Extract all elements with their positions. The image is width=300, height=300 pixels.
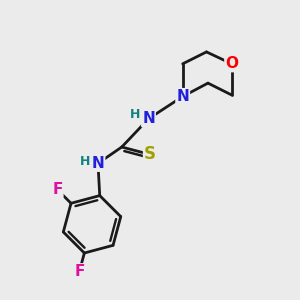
Text: N: N — [92, 156, 104, 171]
Text: N: N — [142, 111, 155, 126]
Text: H: H — [130, 108, 140, 121]
Text: S: S — [144, 146, 156, 164]
Text: F: F — [74, 264, 85, 279]
Text: F: F — [52, 182, 63, 197]
Text: N: N — [176, 89, 189, 104]
Text: O: O — [225, 56, 238, 71]
Text: H: H — [80, 155, 90, 168]
